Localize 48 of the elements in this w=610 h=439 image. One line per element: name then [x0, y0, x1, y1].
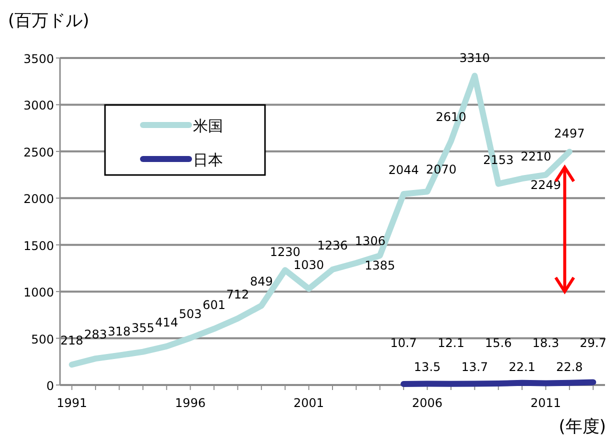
legend-label: 日本 [193, 151, 223, 169]
data-label: 12.1 [438, 336, 464, 350]
x-tick-label: 1996 [175, 396, 206, 410]
y-tick-label: 3000 [23, 98, 54, 113]
data-label: 414 [155, 315, 178, 330]
y-tick-label: 0 [46, 379, 54, 393]
data-label: 29.7 [580, 336, 607, 350]
data-label: 3310 [459, 50, 490, 65]
y-axis-title: (百万ドル) [8, 11, 90, 31]
data-label: 1030 [294, 258, 324, 272]
data-label: 2153 [483, 152, 514, 167]
data-label: 18.3 [532, 336, 560, 350]
data-label: 2210 [520, 150, 552, 164]
data-label: 1236 [317, 238, 348, 253]
data-label: 15.6 [485, 336, 512, 350]
data-label: 2249 [530, 178, 562, 192]
y-tick-label: 2000 [23, 192, 54, 206]
data-label: 283 [84, 328, 107, 342]
data-label: 1385 [364, 258, 396, 273]
x-axis-title: (年度) [558, 417, 606, 437]
y-tick-label: 3500 [23, 52, 54, 66]
data-label: 13.7 [461, 360, 488, 374]
y-tick-label: 1500 [23, 238, 54, 253]
data-label: 2610 [436, 110, 466, 124]
y-tick-label: 2500 [23, 145, 54, 160]
data-label: 1306 [354, 234, 386, 248]
data-label: 218 [60, 334, 84, 348]
data-label: 10.7 [390, 336, 417, 350]
legend-label: 米国 [193, 117, 223, 135]
data-label: 22.8 [556, 360, 583, 374]
data-label: 2497 [554, 126, 585, 141]
data-label: 2044 [388, 163, 419, 178]
data-label: 1230 [270, 245, 300, 260]
data-label: 22.1 [508, 360, 536, 374]
y-tick-label: 500 [31, 332, 54, 346]
x-tick-label: 2006 [412, 396, 443, 410]
data-label: 2070 [426, 162, 457, 177]
x-tick-label: 2011 [530, 396, 562, 410]
x-tick-label: 1991 [56, 396, 88, 410]
data-label: 13.5 [414, 360, 441, 374]
x-tick-label: 2001 [294, 396, 324, 410]
data-label: 318 [108, 324, 131, 338]
data-label: 849 [250, 274, 273, 289]
y-tick-label: 1000 [23, 286, 54, 300]
data-label: 355 [131, 320, 154, 335]
data-label: 503 [178, 307, 202, 322]
data-label: 601 [202, 298, 226, 312]
data-label: 712 [226, 287, 250, 302]
